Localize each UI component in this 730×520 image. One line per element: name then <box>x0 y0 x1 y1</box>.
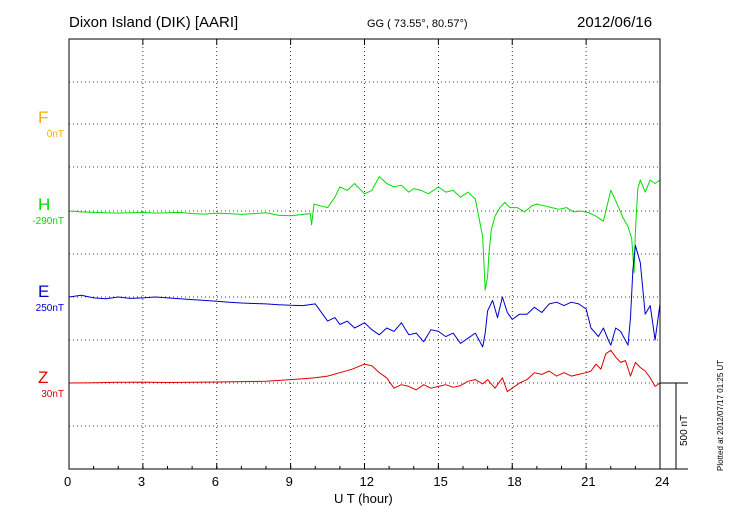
component-label-z: Z <box>38 368 49 387</box>
x-tick-label: 18 <box>507 474 522 489</box>
component-offset-f: 0nT <box>46 129 64 140</box>
plotted-timestamp: Plotted at 2012/07/17 01:25 UT <box>716 359 725 471</box>
component-offset-z: 30nT <box>41 389 64 400</box>
station-coords: GG ( 73.55°, 80.57°) <box>367 18 468 30</box>
component-label-f: F <box>38 108 49 127</box>
x-tick-label: 24 <box>655 474 670 489</box>
scale-bar-label: 500 nT <box>679 414 690 446</box>
x-ticks <box>68 39 661 469</box>
x-tick-label: 3 <box>137 474 146 489</box>
grid <box>69 39 660 469</box>
x-tick-label: 9 <box>285 474 293 489</box>
x-tick-label: 6 <box>211 474 219 489</box>
x-tick-label: 15 <box>433 474 448 489</box>
scale-bar <box>660 382 688 470</box>
component-offset-e: 250nT <box>35 303 64 314</box>
station-title: Dixon Island (DIK) [AARI] <box>69 14 239 31</box>
series-line-z <box>68 349 661 393</box>
x-tick-label: 12 <box>359 474 374 489</box>
component-label-h: H <box>38 195 51 214</box>
x-tick-label: 0 <box>64 474 72 489</box>
plot-date: 2012/06/16 <box>577 14 653 31</box>
component-label-e: E <box>38 282 50 301</box>
series-line-e <box>68 244 661 348</box>
x-tick-label: 21 <box>581 474 596 489</box>
x-axis-label: U T (hour) <box>334 491 393 506</box>
series-line-h <box>68 176 661 291</box>
series-layer <box>68 176 661 393</box>
component-offset-h: -290nT <box>32 216 64 227</box>
